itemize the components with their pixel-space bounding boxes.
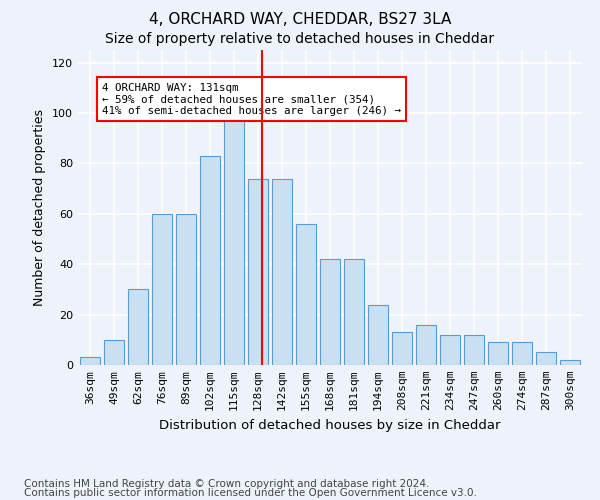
Bar: [296, 224, 316, 365]
Text: 4, ORCHARD WAY, CHEDDAR, BS27 3LA: 4, ORCHARD WAY, CHEDDAR, BS27 3LA: [149, 12, 451, 28]
Bar: [416, 324, 436, 365]
Y-axis label: Number of detached properties: Number of detached properties: [34, 109, 46, 306]
Bar: [536, 352, 556, 365]
Text: 4 ORCHARD WAY: 131sqm
← 59% of detached houses are smaller (354)
41% of semi-det: 4 ORCHARD WAY: 131sqm ← 59% of detached …: [102, 83, 401, 116]
Bar: [440, 335, 460, 365]
Bar: [344, 259, 364, 365]
Bar: [560, 360, 580, 365]
Bar: [104, 340, 124, 365]
Bar: [464, 335, 484, 365]
Bar: [80, 358, 100, 365]
Bar: [272, 178, 292, 365]
Bar: [320, 259, 340, 365]
Bar: [248, 178, 268, 365]
Bar: [368, 304, 388, 365]
Text: Contains HM Land Registry data © Crown copyright and database right 2024.: Contains HM Land Registry data © Crown c…: [24, 479, 430, 489]
Bar: [176, 214, 196, 365]
Bar: [128, 290, 148, 365]
X-axis label: Distribution of detached houses by size in Cheddar: Distribution of detached houses by size …: [159, 418, 501, 432]
Bar: [512, 342, 532, 365]
Bar: [224, 118, 244, 365]
Text: Contains public sector information licensed under the Open Government Licence v3: Contains public sector information licen…: [24, 488, 477, 498]
Bar: [488, 342, 508, 365]
Text: Size of property relative to detached houses in Cheddar: Size of property relative to detached ho…: [106, 32, 494, 46]
Bar: [152, 214, 172, 365]
Bar: [200, 156, 220, 365]
Bar: [392, 332, 412, 365]
